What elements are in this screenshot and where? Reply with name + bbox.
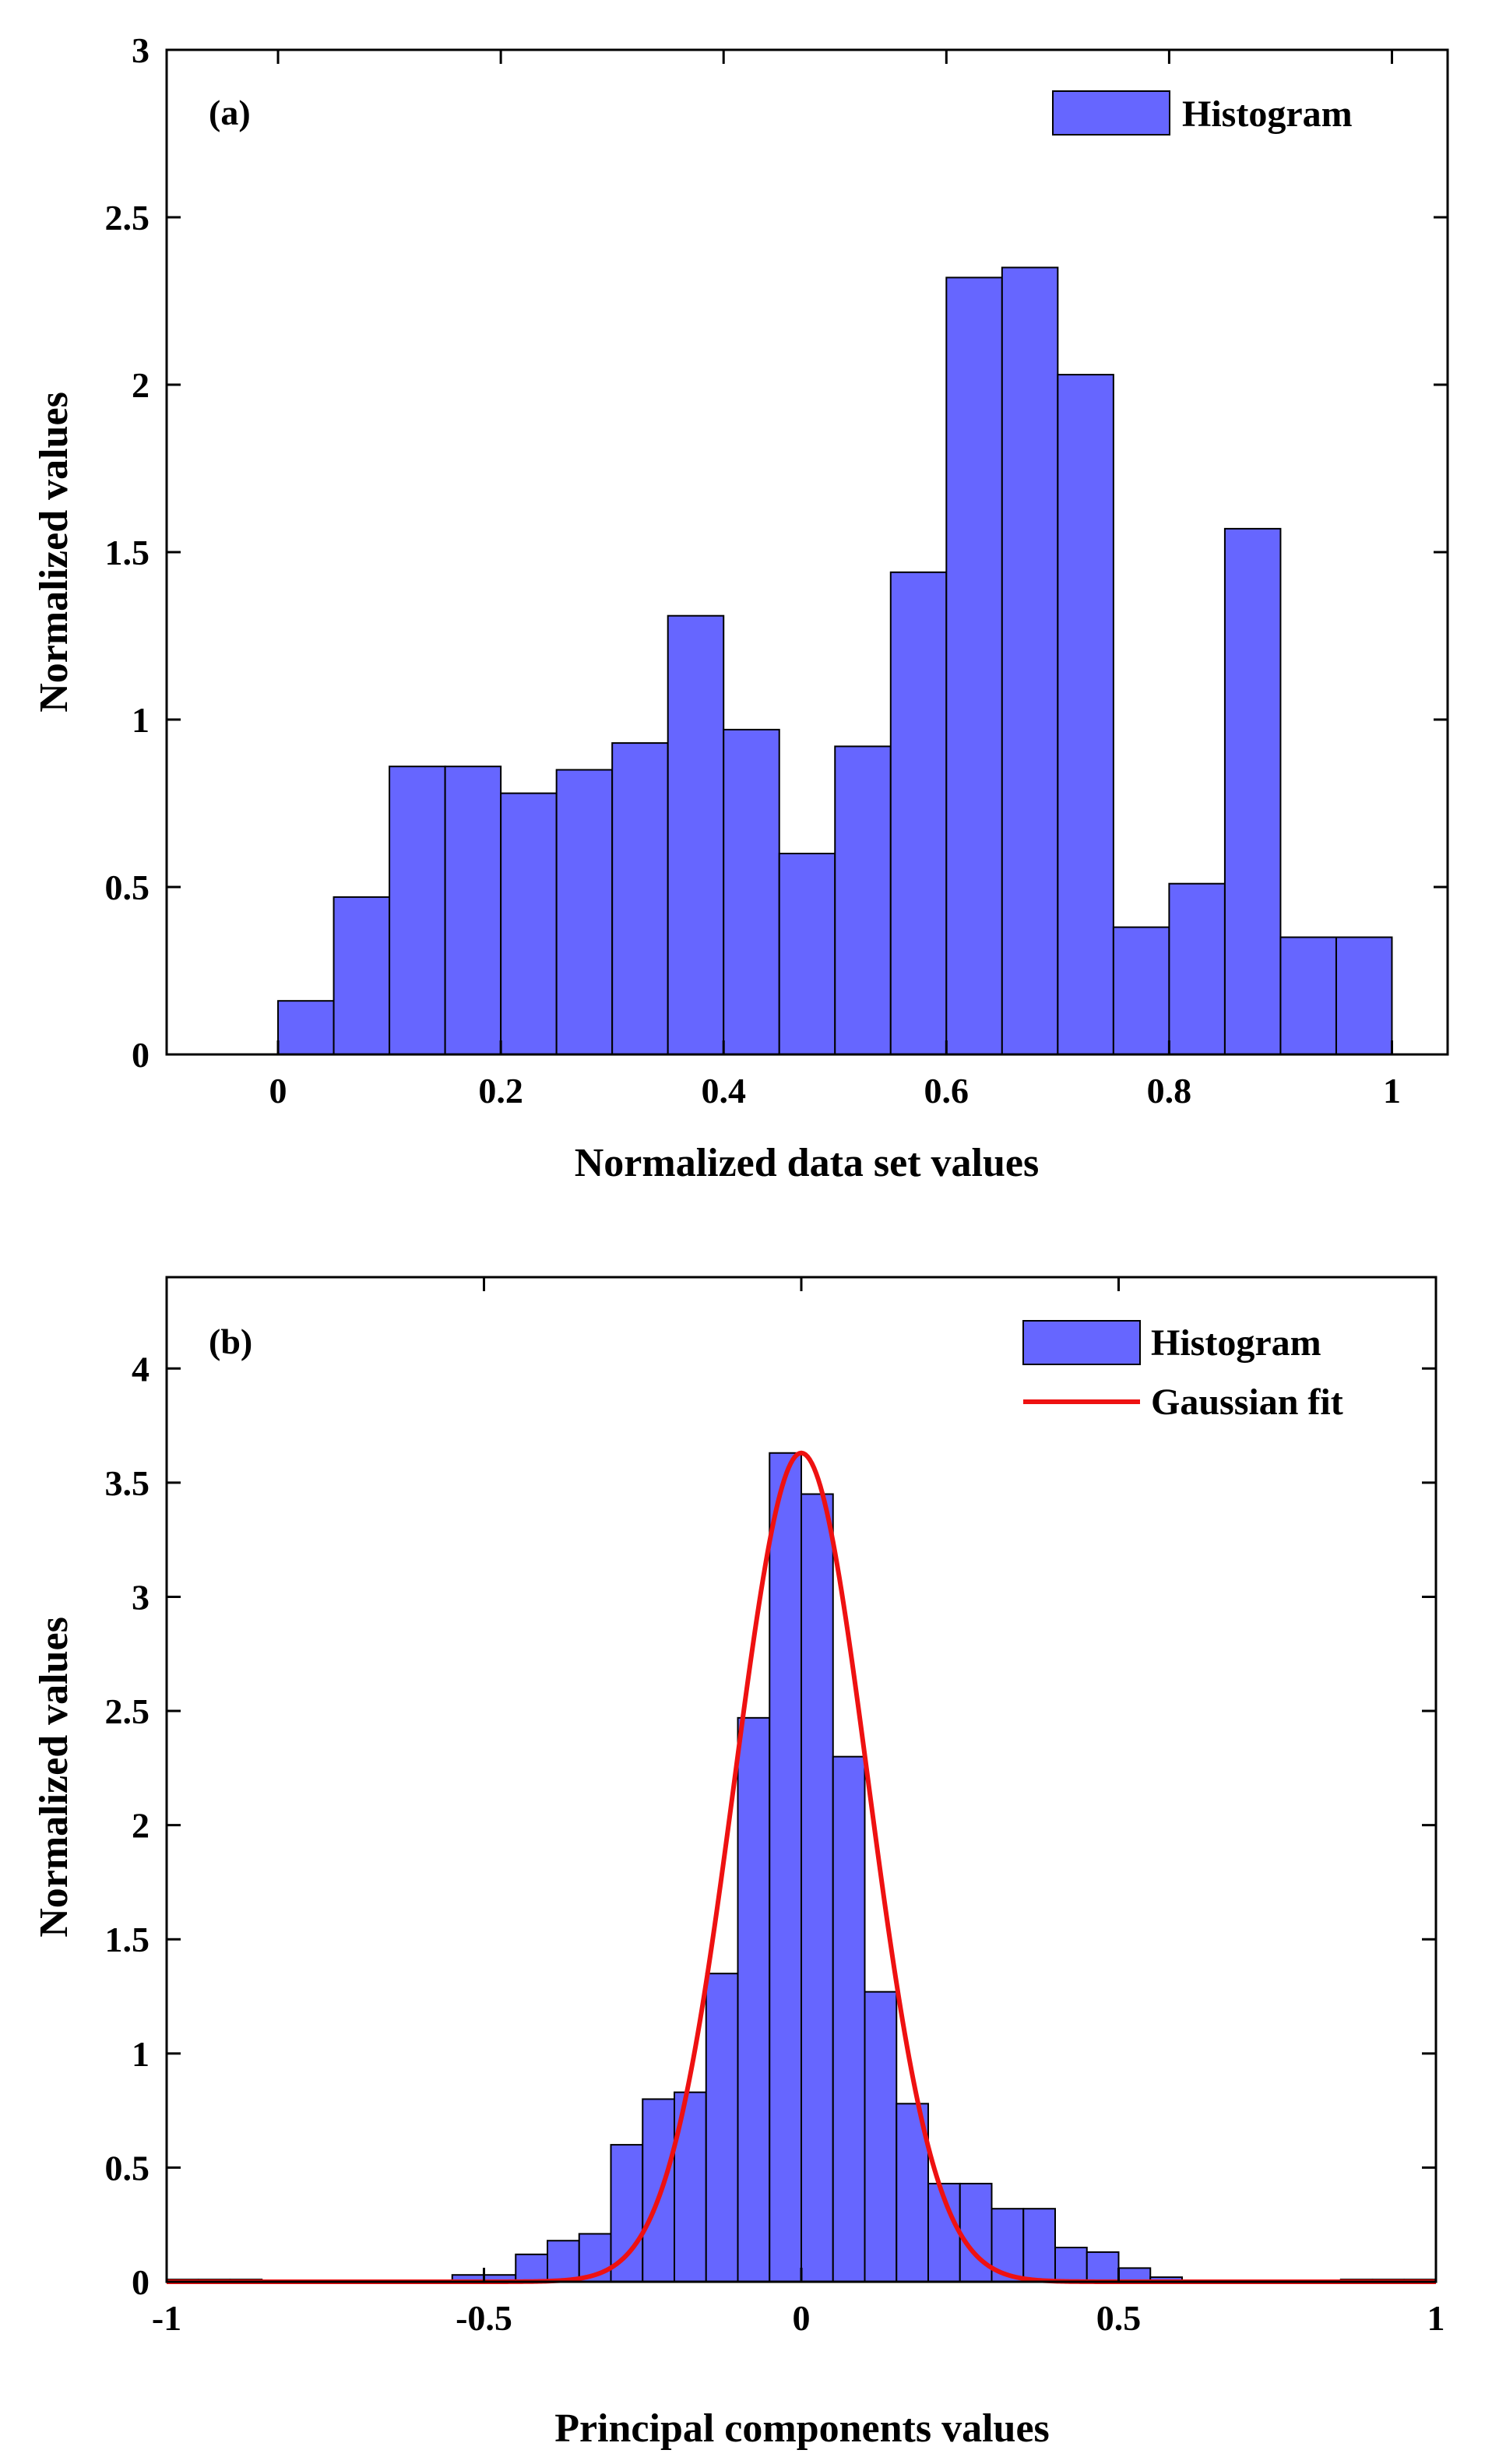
y-tick-label: 3.5 <box>105 1463 150 1503</box>
x-tick-label: 0.6 <box>924 1071 969 1111</box>
y-tick-label: 2.5 <box>105 198 150 238</box>
x-tick-label: 1 <box>1427 2298 1445 2338</box>
histogram-panel-a: 0 0.5 1 1.5 2 2.5 3 0 0.2 0.4 0.6 0.8 1 (a) Histogr… <box>32 30 1449 1185</box>
histogram-bar <box>515 2253 548 2283</box>
histogram-bar <box>832 1755 866 2283</box>
histogram-bar <box>1335 936 1393 1055</box>
x-tick-label: 1 <box>1383 1071 1401 1111</box>
histogram-bar <box>642 2098 675 2283</box>
histogram-bar <box>1168 882 1226 1055</box>
panel-label-a: (a) <box>209 93 251 132</box>
histogram-bar <box>1112 926 1170 1055</box>
x-axis-label-a: Normalized data set values <box>575 1141 1039 1185</box>
histogram-bar <box>333 896 391 1056</box>
x-tick-label: 0.5 <box>1096 2298 1142 2338</box>
x-tick-label: 0 <box>793 2298 811 2338</box>
y-tick-label: 1 <box>132 700 150 740</box>
x-tick-label: -0.5 <box>456 2298 512 2338</box>
legend-label-histogram-b: Histogram <box>1151 1322 1321 1364</box>
histogram-panel-b: 0 0.5 1 1.5 2 2.5 3 3.5 4 -1 -0.5 0 0.5 1 (b) Histog… <box>32 1276 1445 2451</box>
histogram-bar <box>778 853 836 1055</box>
histogram-bar <box>864 1991 898 2283</box>
histogram-bar <box>277 1000 335 1055</box>
histogram-bar <box>705 1973 739 2283</box>
y-tick-label: 1.5 <box>105 533 150 572</box>
histogram-bar <box>945 276 1003 1055</box>
histogram-bar <box>1223 527 1282 1055</box>
plot-frame-b <box>165 1276 1437 2283</box>
histogram-bar <box>547 2240 580 2283</box>
histogram-bar <box>769 1452 802 2283</box>
histogram-bar <box>1279 936 1337 1055</box>
y-tick-label: 0.5 <box>105 868 150 907</box>
y-axis-label-b: Normalized values <box>32 1617 76 1938</box>
histogram-bar <box>500 792 558 1055</box>
plot-frame-a <box>165 48 1449 1056</box>
x-axis-ticks-a: 0 0.2 0.4 0.6 0.8 1 <box>269 50 1401 1111</box>
y-tick-label: 1 <box>132 2034 150 2074</box>
x-tick-label: 0 <box>269 1071 287 1111</box>
y-tick-label: 2.5 <box>105 1691 150 1731</box>
x-tick-label: 0.8 <box>1147 1071 1192 1111</box>
legend-swatch-histogram-a <box>1052 90 1170 136</box>
y-tick-label: 1.5 <box>105 1920 150 1959</box>
histogram-bar <box>1054 2247 1088 2283</box>
y-tick-label: 0 <box>132 1035 150 1075</box>
y-tick-label: 2 <box>132 1806 150 1846</box>
y-tick-label: 3 <box>132 30 150 70</box>
histogram-bar <box>889 571 948 1055</box>
panel-label-b: (b) <box>209 1322 252 1361</box>
histogram-bars-a <box>277 266 1393 1056</box>
y-axis-ticks-b: 0 0.5 1 1.5 2 2.5 3 3.5 4 <box>105 1349 1436 2302</box>
histogram-bar <box>555 769 614 1055</box>
histogram-bar <box>1001 266 1059 1055</box>
y-tick-label: 0.5 <box>105 2148 150 2188</box>
legend-a: Histogram <box>1052 90 1353 136</box>
x-axis-label-b: Principal components values <box>554 2406 1050 2451</box>
histogram-bar <box>834 745 892 1056</box>
histogram-bar <box>389 766 446 1055</box>
x-tick-label: 0.2 <box>478 1071 523 1111</box>
histogram-bar <box>801 1493 834 2283</box>
legend-b: Histogram Gaussian fit <box>1022 1320 1343 1423</box>
legend-label-histogram-a: Histogram <box>1182 93 1353 135</box>
histogram-bar <box>1057 374 1114 1056</box>
y-axis-label-a: Normalized values <box>32 392 76 713</box>
legend-swatch-histogram-b <box>1022 1320 1141 1365</box>
x-tick-label: -1 <box>152 2298 181 2338</box>
histogram-bar <box>611 742 669 1055</box>
histogram-bar <box>1022 2208 1056 2283</box>
histogram-bar <box>444 766 502 1055</box>
histogram-bar <box>667 614 725 1055</box>
y-axis-ticks-a: 0 0.5 1 1.5 2 2.5 3 <box>105 30 1448 1075</box>
y-tick-label: 3 <box>132 1577 150 1617</box>
histogram-bar <box>610 2144 644 2283</box>
histogram-bar <box>723 728 780 1056</box>
y-tick-label: 4 <box>132 1349 150 1389</box>
legend-label-gaussian-fit: Gaussian fit <box>1151 1382 1343 1423</box>
y-tick-label: 0 <box>132 2262 150 2302</box>
histogram-bar <box>1086 2251 1120 2283</box>
histogram-bars-b <box>166 1452 1437 2283</box>
y-tick-label: 2 <box>132 365 150 405</box>
x-tick-label: 0.4 <box>701 1071 746 1111</box>
histogram-bar <box>737 1716 771 2283</box>
